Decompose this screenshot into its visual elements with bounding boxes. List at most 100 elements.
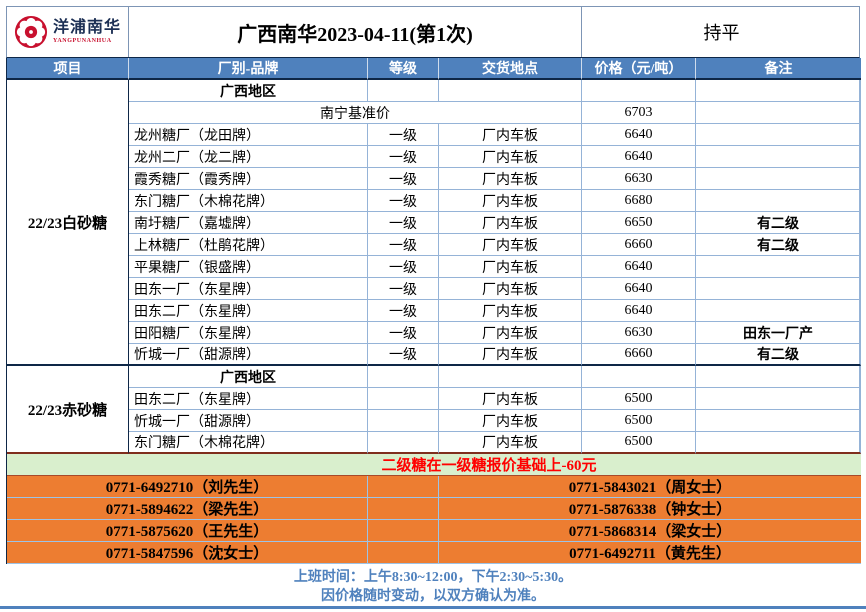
location-cell: 厂内车板 — [439, 190, 582, 212]
grade-cell: 一级 — [368, 212, 439, 234]
footer-line-1: 上班时间：上午8:30~12:00，下午2:30~5:30。 — [293, 570, 573, 585]
note-cell — [696, 190, 861, 212]
brand-cell: 平果糖厂（银盛牌） — [129, 256, 368, 278]
grade-cell: 一级 — [368, 344, 439, 366]
note-cell: 有二级 — [696, 234, 861, 256]
contact-phone: 0771-5894622（梁先生） — [7, 498, 368, 520]
brand-cell: 田东二厂（东星牌） — [129, 388, 368, 410]
contact-spacer-cell — [368, 498, 439, 520]
contact-spacer-cell — [368, 542, 439, 564]
note-cell — [696, 300, 861, 322]
col-header-price: 价格（元/吨） — [582, 58, 696, 80]
contact-phone: 0771-6492711（黄先生） — [439, 542, 861, 564]
price-cell: 6703 — [582, 102, 696, 124]
footer-line-2: 因价格随时变动，以双方确认为准。 — [321, 589, 545, 604]
location-cell: 厂内车板 — [439, 234, 582, 256]
sheet-title: 广西南华2023-04-11(第1次) — [129, 7, 582, 57]
note-cell — [696, 432, 861, 454]
grade-cell: 一级 — [368, 322, 439, 344]
grade-cell: 一级 — [368, 146, 439, 168]
brand-cell: 忻城一厂（甜源牌） — [129, 410, 368, 432]
region-cell: 广西地区 — [129, 80, 368, 102]
grade-cell: 一级 — [368, 300, 439, 322]
note-cell — [696, 124, 861, 146]
benchmark-cell: 南宁基准价 — [129, 102, 582, 124]
cell-empty — [439, 366, 582, 388]
location-cell: 厂内车板 — [439, 432, 582, 454]
contact-phone: 0771-5868314（梁女士） — [439, 520, 861, 542]
grade-cell: 一级 — [368, 190, 439, 212]
cell-empty — [368, 80, 439, 102]
note-cell — [696, 410, 861, 432]
yangpu-nanhua-logo-icon — [14, 15, 48, 49]
brand-cell: 忻城一厂（甜源牌） — [129, 344, 368, 366]
price-table: 项目 厂别-品牌 等级 交货地点 价格（元/吨） 备注 22/23白砂糖 广西地区… — [6, 58, 861, 564]
location-cell: 厂内车板 — [439, 344, 582, 366]
note-cell — [696, 102, 861, 124]
grade-cell — [368, 410, 439, 432]
brand-cell: 上林糖厂（杜鹃花牌） — [129, 234, 368, 256]
brand-cell: 龙州糖厂（龙田牌） — [129, 124, 368, 146]
price-cell: 6640 — [582, 124, 696, 146]
note-cell: 田东一厂产 — [696, 322, 861, 344]
note-cell — [696, 146, 861, 168]
item-cell: 22/23白砂糖 — [7, 80, 129, 366]
price-cell: 6640 — [582, 278, 696, 300]
grade-cell: 一级 — [368, 234, 439, 256]
price-cell: 6640 — [582, 300, 696, 322]
location-cell: 厂内车板 — [439, 124, 582, 146]
contact-phone: 0771-5843021（周女士） — [439, 476, 861, 498]
trend-status: 持平 — [703, 23, 740, 43]
grade-cell — [368, 432, 439, 454]
price-cell: 6660 — [582, 344, 696, 366]
location-cell: 厂内车板 — [439, 146, 582, 168]
location-cell: 厂内车板 — [439, 322, 582, 344]
col-header-note: 备注 — [696, 58, 861, 80]
footer-note: 上班时间：上午8:30~12:00，下午2:30~5:30。 因价格随时变动，以… — [6, 564, 860, 606]
price-cell: 6660 — [582, 234, 696, 256]
contact-phone: 0771-5847596（沈女士） — [7, 542, 368, 564]
col-header-item: 项目 — [7, 58, 129, 80]
brand-cell: 田东一厂（东星牌） — [129, 278, 368, 300]
note-cell — [696, 278, 861, 300]
logo-en-text: YANGPUNANHUA — [52, 38, 112, 44]
price-cell: 6500 — [582, 410, 696, 432]
price-cell: 6500 — [582, 388, 696, 410]
price-cell: 6630 — [582, 322, 696, 344]
bottom-accent-bar — [0, 606, 866, 609]
cell-empty — [696, 80, 861, 102]
contact-spacer-cell — [368, 476, 439, 498]
col-header-brand: 厂别-品牌 — [129, 58, 368, 80]
brand-cell: 南圩糖厂（嘉墟牌） — [129, 212, 368, 234]
grade-cell: 一级 — [368, 124, 439, 146]
cell-empty — [582, 366, 696, 388]
col-header-grade: 等级 — [368, 58, 439, 80]
brand-cell: 霞秀糖厂（霞秀牌） — [129, 168, 368, 190]
location-cell: 厂内车板 — [439, 212, 582, 234]
cell-empty — [696, 366, 861, 388]
location-cell: 厂内车板 — [439, 278, 582, 300]
brand-cell: 东门糖厂（木棉花牌） — [129, 432, 368, 454]
brand-logo: 洋浦南华 YANGPUNANHUA — [7, 7, 129, 57]
grade-cell: 一级 — [368, 256, 439, 278]
contact-phone: 0771-6492710（刘先生） — [7, 476, 368, 498]
notice-row: 二级糖在一级糖报价基础上-60元 — [7, 454, 861, 476]
price-cell: 6640 — [582, 256, 696, 278]
price-cell: 6650 — [582, 212, 696, 234]
cell-empty — [439, 80, 582, 102]
grade-cell — [368, 388, 439, 410]
contact-phone: 0771-5876338（钟女士） — [439, 498, 861, 520]
cell-empty — [582, 80, 696, 102]
brand-cell: 田东二厂（东星牌） — [129, 300, 368, 322]
location-cell: 厂内车板 — [439, 410, 582, 432]
note-cell — [696, 256, 861, 278]
price-cell: 6640 — [582, 146, 696, 168]
contact-phone: 0771-5875620（王先生） — [7, 520, 368, 542]
brand-cell: 东门糖厂（木棉花牌） — [129, 190, 368, 212]
col-header-location: 交货地点 — [439, 58, 582, 80]
note-cell: 有二级 — [696, 212, 861, 234]
brand-cell: 龙州二厂（龙二牌） — [129, 146, 368, 168]
region-cell: 广西地区 — [129, 366, 368, 388]
sheet-header: 洋浦南华 YANGPUNANHUA 广西南华2023-04-11(第1次) 持平 — [6, 6, 860, 58]
price-cell: 6500 — [582, 432, 696, 454]
